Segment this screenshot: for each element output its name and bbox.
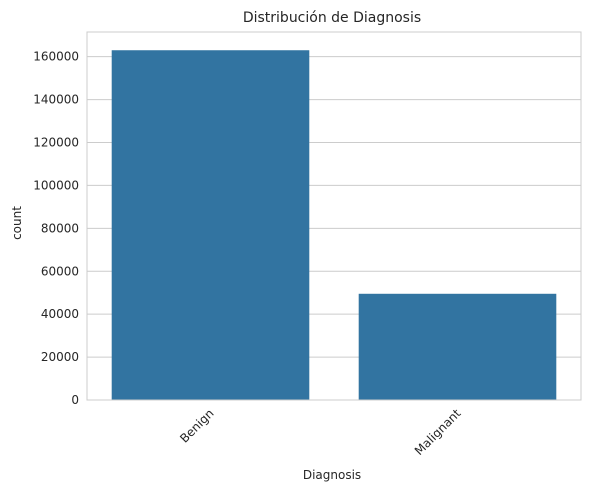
y-tick-label: 60000 (41, 264, 79, 278)
x-tick-label: Malignant (412, 406, 464, 458)
bar-malignant (358, 293, 557, 400)
y-tick-label: 140000 (33, 93, 79, 107)
x-tick-labels: Benign Malignant (177, 406, 464, 458)
x-tick-label: Benign (177, 406, 216, 445)
y-tick-label: 40000 (41, 307, 79, 321)
x-axis-label: Diagnosis (303, 468, 361, 482)
y-tick-label: 100000 (33, 178, 79, 192)
y-tick-label: 160000 (33, 50, 79, 64)
y-axis-label: count (10, 206, 24, 240)
bars (111, 50, 557, 400)
y-tick-label: 120000 (33, 136, 79, 150)
plot-frame (86, 31, 582, 401)
y-tick-label: 80000 (41, 221, 79, 235)
chart-title: Distribución de Diagnosis (243, 10, 421, 26)
y-tick-labels: 0 20000 40000 60000 80000 100000 120000 140000 1… (33, 50, 79, 407)
y-tick-label: 0 (71, 393, 79, 407)
y-tick-label: 20000 (41, 350, 79, 364)
bar-benign (111, 50, 310, 400)
